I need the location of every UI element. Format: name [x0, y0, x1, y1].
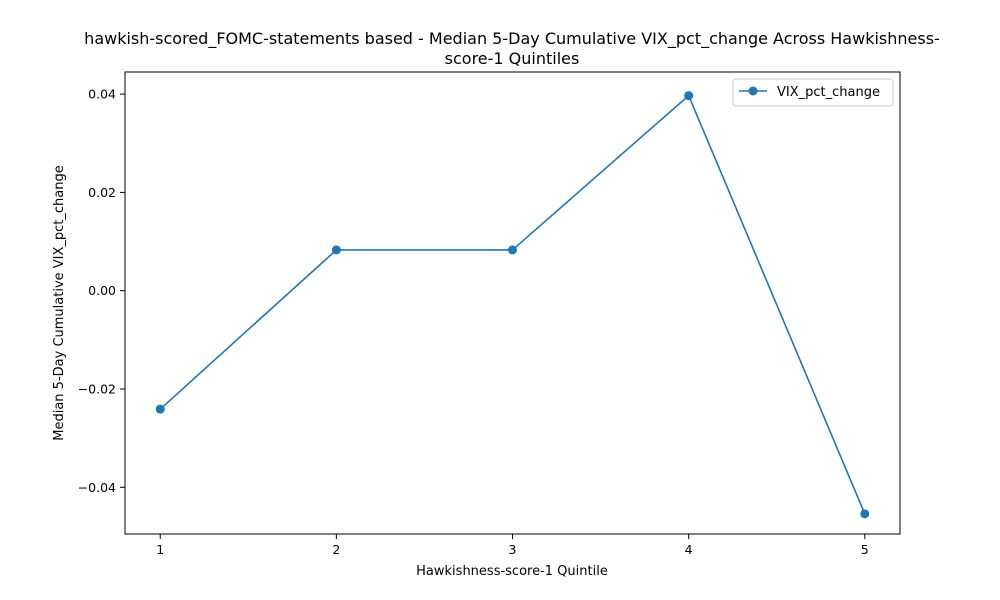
legend-marker-swatch	[748, 86, 758, 96]
legend: VIX_pct_change	[732, 78, 894, 107]
y-tick-label: 0.00	[88, 283, 116, 298]
legend-label: VIX_pct_change	[777, 85, 880, 100]
data-point	[684, 91, 694, 101]
x-tick-label: 1	[156, 542, 164, 557]
x-tick-label: 5	[861, 542, 869, 557]
series-layer	[155, 91, 870, 519]
y-axis-ticks: 0.04 0.02 0.00 −0.02 −0.04	[78, 87, 125, 495]
chart-title-line-1: hawkish-scored_FOMC-statements based - M…	[84, 29, 940, 49]
x-tick-label: 2	[332, 542, 340, 557]
chart-title: hawkish-scored_FOMC-statements based - M…	[84, 29, 940, 68]
y-axis-label: Median 5-Day Cumulative VIX_pct_change	[52, 165, 67, 440]
x-axis-label: Hawkishness-score-1 Quintile	[416, 564, 608, 579]
y-tick-label: −0.02	[78, 382, 116, 397]
y-tick-label: 0.04	[88, 87, 116, 102]
x-tick-label: 3	[509, 542, 517, 557]
data-point	[860, 509, 870, 519]
x-axis-ticks: 1 2 3 4 5	[156, 534, 869, 557]
chart-title-line-2: score-1 Quintiles	[445, 49, 580, 68]
legend-box	[732, 78, 894, 107]
x-tick-label: 4	[685, 542, 693, 557]
y-tick-label: 0.02	[88, 185, 116, 200]
data-point	[508, 245, 517, 255]
data-point	[331, 245, 341, 255]
data-point	[155, 404, 165, 414]
y-tick-label: −0.04	[78, 480, 116, 495]
